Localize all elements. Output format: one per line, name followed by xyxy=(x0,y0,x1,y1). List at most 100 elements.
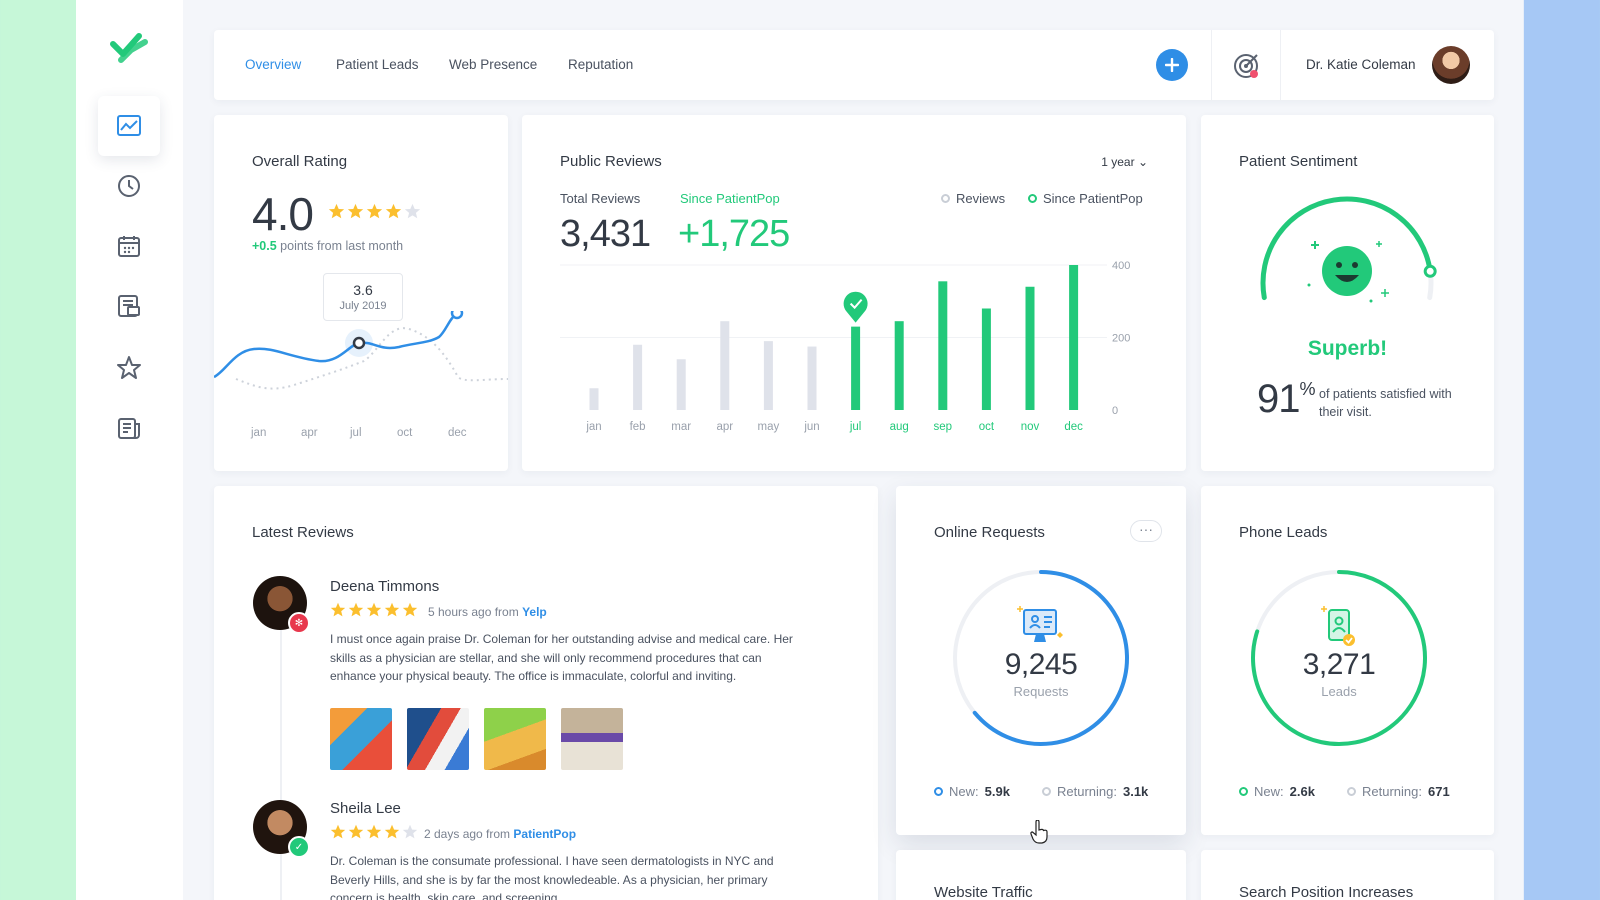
bar[interactable] xyxy=(851,326,861,410)
review-photo[interactable] xyxy=(407,708,469,770)
bar[interactable] xyxy=(1025,286,1035,410)
top-nav: Overview Patient Leads Web Presence Repu… xyxy=(214,30,1494,100)
nav-divider xyxy=(1280,30,1281,100)
tab-overview[interactable]: Overview xyxy=(245,57,302,72)
star-icon xyxy=(384,824,400,839)
calendar-icon xyxy=(118,236,140,257)
phone-leads-card: Phone Leads 3,271 Leads New: 2.6k Returni… xyxy=(1201,486,1494,835)
requests-returning-stat: Returning: 3.1k xyxy=(1042,784,1148,799)
total-reviews-label: Total Reviews xyxy=(560,191,641,206)
bar[interactable] xyxy=(807,346,817,410)
hand-cursor-icon xyxy=(1030,820,1048,844)
bar[interactable] xyxy=(720,321,730,410)
more-options-button[interactable]: ··· xyxy=(1130,520,1162,542)
star-icon xyxy=(117,356,141,379)
sidebar-item-news[interactable] xyxy=(98,398,160,458)
requests-ring xyxy=(953,570,1129,746)
x-tick-label: oct xyxy=(397,427,413,439)
legend-label: Reviews xyxy=(956,191,1006,206)
requests-center: 9,245 Requests xyxy=(896,648,1186,699)
stat-label: Returning: xyxy=(1362,784,1422,799)
x-tick-label: jun xyxy=(803,421,819,433)
clock-icon xyxy=(118,175,140,197)
requests-value: 9,245 xyxy=(1004,648,1078,681)
rating-latest-point[interactable] xyxy=(450,311,464,320)
review-source-link[interactable]: PatientPop xyxy=(513,827,577,841)
tab-web-presence[interactable]: Web Presence xyxy=(449,57,538,72)
reviewer-name[interactable]: Deena Timmons xyxy=(330,578,440,595)
x-tick-label: mar xyxy=(671,421,691,433)
review-photo[interactable] xyxy=(484,708,546,770)
stat-dot xyxy=(1347,787,1356,796)
review-stars xyxy=(330,824,418,840)
sidebar xyxy=(76,0,183,900)
review-timeline xyxy=(280,626,282,900)
patientpop-logo-icon[interactable] xyxy=(109,30,151,70)
leads-new-stat: New: 2.6k xyxy=(1239,784,1315,799)
range-select[interactable]: 1 year ⌄ xyxy=(1101,155,1148,169)
bar[interactable] xyxy=(894,321,904,410)
stat-label: Returning: xyxy=(1057,784,1117,799)
review-source-link[interactable]: Yelp xyxy=(522,605,547,619)
overall-rating-title: Overall Rating xyxy=(252,153,348,170)
bar[interactable] xyxy=(633,344,643,410)
reviewer-name[interactable]: Sheila Lee xyxy=(330,800,401,817)
news-icon xyxy=(118,418,140,439)
x-tick-label: nov xyxy=(1021,421,1040,433)
x-tick-label: apr xyxy=(301,427,318,439)
bar[interactable] xyxy=(676,359,686,410)
star-icon xyxy=(347,203,364,219)
patientpop-badge-icon: ✓ xyxy=(288,836,310,858)
rating-delta-value: +0.5 xyxy=(252,239,277,253)
x-tick-label: jul xyxy=(849,421,862,433)
bar[interactable] xyxy=(589,388,599,410)
analytics-icon xyxy=(117,115,141,136)
stat-value: 5.9k xyxy=(984,784,1010,799)
leads-ring xyxy=(1251,570,1427,746)
legend-since[interactable]: Since PatientPop xyxy=(1028,191,1143,206)
sentiment-percent-value: 91 xyxy=(1257,377,1300,421)
gauge-handle[interactable] xyxy=(1423,264,1437,278)
review-time: 2 days ago from xyxy=(424,827,514,841)
star-icon xyxy=(330,602,346,617)
since-label: Since PatientPop xyxy=(680,191,780,206)
overall-rating-stars xyxy=(328,203,421,220)
target-icon[interactable] xyxy=(1232,50,1262,80)
x-tick-label: dec xyxy=(448,427,467,439)
patient-sentiment-card: Patient Sentiment Superb! 91% of patient… xyxy=(1201,115,1494,471)
phone-leads-title: Phone Leads xyxy=(1239,524,1328,541)
tab-reputation[interactable]: Reputation xyxy=(568,57,634,72)
sidebar-item-analytics[interactable] xyxy=(98,96,160,156)
ring-fill xyxy=(972,570,1129,746)
sidebar-item-history[interactable] xyxy=(98,156,160,216)
bar[interactable] xyxy=(1069,265,1079,410)
rating-highlight-point[interactable] xyxy=(352,336,366,350)
review-photo[interactable] xyxy=(330,708,392,770)
sidebar-item-forms[interactable] xyxy=(98,276,160,336)
bar[interactable] xyxy=(981,308,991,411)
review-photo[interactable] xyxy=(561,708,623,770)
happy-face-icon xyxy=(1307,241,1389,303)
bar[interactable] xyxy=(938,281,948,410)
star-icon xyxy=(366,203,383,219)
website-traffic-title: Website Traffic xyxy=(934,884,1033,900)
user-name[interactable]: Dr. Katie Coleman xyxy=(1306,57,1416,72)
search-position-card: Search Position Increases xyxy=(1201,850,1494,900)
add-button[interactable] xyxy=(1156,49,1188,81)
stat-value: 2.6k xyxy=(1289,784,1315,799)
x-tick-label: may xyxy=(758,421,780,433)
tooltip-date: July 2019 xyxy=(339,300,387,312)
sentiment-description: of patients satisfied with their visit. xyxy=(1319,387,1452,419)
total-reviews-value: 3,431 xyxy=(560,213,651,255)
sidebar-item-reviews[interactable] xyxy=(98,338,160,398)
overall-rating-value: 4.0 xyxy=(252,188,314,240)
legend-reviews[interactable]: Reviews xyxy=(941,191,1005,206)
since-value: +1,725 xyxy=(678,213,790,255)
leads-value: 3,271 xyxy=(1302,648,1376,681)
user-avatar[interactable] xyxy=(1432,46,1470,84)
x-tick-label: sep xyxy=(934,421,953,433)
ellipsis-icon: ··· xyxy=(1139,521,1153,537)
tab-patient-leads[interactable]: Patient Leads xyxy=(336,57,419,72)
bar[interactable] xyxy=(763,341,773,410)
sidebar-item-calendar[interactable] xyxy=(98,216,160,276)
